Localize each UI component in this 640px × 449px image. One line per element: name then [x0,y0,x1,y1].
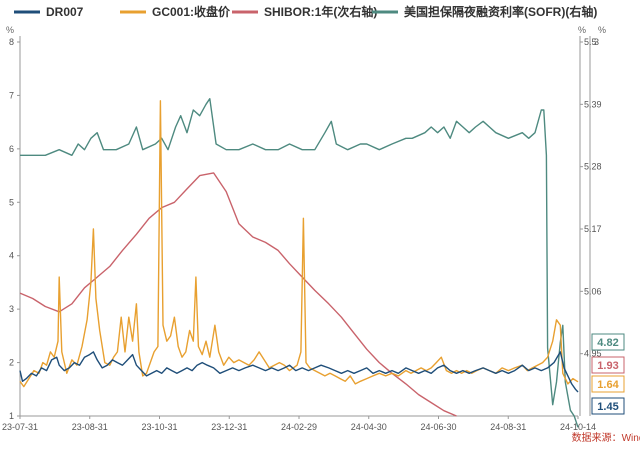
right-inner-tick-label-5: 5.5 [584,37,597,47]
right-outer-tick-label: 3 [594,37,599,47]
right-inner-tick-label-1: 5.06 [584,286,602,296]
right-inner-tick-label-4: 5.39 [584,99,602,109]
end-label-text-0: 4.82 [597,337,618,349]
left-tick-label-6: 7 [9,90,14,100]
left-tick-label-7: 8 [9,37,14,47]
x-tick-label-3: 23-12-31 [211,422,247,432]
chart-axes: %% %123456784.955.065.175.285.395.5323-07… [2,25,606,432]
x-tick-label-0: 23-07-31 [2,422,38,432]
right-outer-axis-unit: % [598,25,606,35]
left-tick-label-4: 5 [9,197,14,207]
legend-label-2: SHIBOR:1年(次右轴) [264,4,377,19]
end-label-text-1: 1.93 [597,360,618,372]
end-label-box-3 [591,397,625,415]
legend-label-0: DR007 [46,5,84,19]
end-label-box-0 [591,333,625,351]
end-label-text-2: 1.64 [597,379,619,391]
right-inner-tick-label-3: 5.28 [584,162,602,172]
x-tick-label-2: 23-10-31 [141,422,177,432]
x-tick-label-6: 24-06-30 [420,422,456,432]
data-source-note: 数据来源：Wind [572,431,640,444]
left-tick-label-1: 2 [9,358,14,368]
right-inner-axis-unit: % [578,25,586,35]
left-tick-label-2: 3 [9,304,14,314]
end-label-box-1 [591,356,625,374]
legend-label-3: 美国担保隔夜融资利率(SOFR)(右轴) [404,4,597,19]
x-tick-label-4: 24-02-29 [281,422,317,432]
legend-label-1: GC001:收盘价 [152,4,231,19]
end-label-text-3: 1.45 [597,401,618,413]
right-inner-tick-label-0: 4.95 [584,349,602,359]
series-line-3 [20,97,579,428]
chart-series [19,97,579,428]
left-tick-label-0: 1 [9,411,14,421]
end-label-box-2 [591,375,625,393]
left-tick-label-3: 4 [9,251,14,261]
right-inner-tick-label-2: 5.17 [584,224,602,234]
series-line-1 [19,100,579,388]
x-tick-label-5: 24-04-30 [351,422,387,432]
series-line-0 [19,351,579,393]
series-line-2 [19,172,457,417]
left-tick-label-5: 6 [9,144,14,154]
end-value-labels: 4.82 1.93 1.64 1.45 [591,333,625,415]
x-tick-label-7: 24-08-31 [490,422,526,432]
left-axis-unit: % [6,25,14,35]
x-tick-label-1: 23-08-31 [72,422,108,432]
chart-legend: DR007 GC001:收盘价 SHIBOR:1年(次右轴) 美国担保隔夜融资利率(S… [14,4,597,19]
